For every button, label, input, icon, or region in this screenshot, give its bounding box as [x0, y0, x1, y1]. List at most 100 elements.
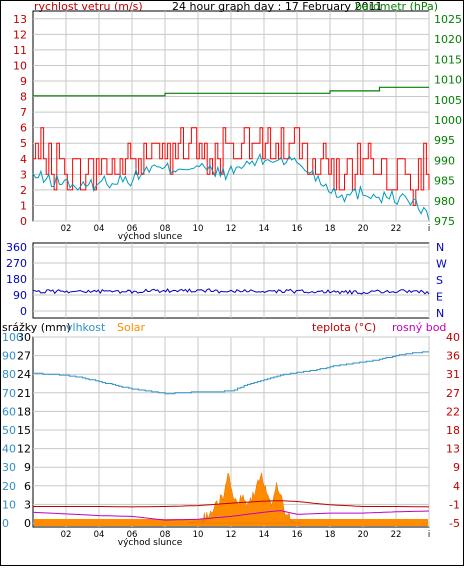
climate-x-tick-label: 12	[226, 530, 237, 540]
pressure-line	[33, 86, 429, 97]
barometer-tick-label: 1025	[434, 13, 462, 26]
direction-grid	[33, 243, 430, 318]
climate-x-tick-label: 16	[292, 530, 303, 540]
wind-axis-label: rychlost vetru (m/s)	[34, 0, 143, 13]
humidity-tick-label: 90	[2, 350, 16, 363]
barometer-tick-label: 1015	[434, 53, 462, 66]
climate-x-tick-label: 20	[358, 530, 369, 540]
temperature-tick-label: 22	[446, 405, 460, 418]
climate-x-ticks: 02 04 06 08 10 12 14 16 18 20 22 i	[61, 530, 431, 540]
direction-tick-label: 180	[6, 273, 27, 286]
humidity-tick-label: 80	[2, 368, 16, 381]
humidity-tick-label: 20	[2, 480, 16, 493]
barometer-tick-label: 1010	[434, 74, 462, 87]
wind-tick-label: 6	[20, 122, 27, 135]
wind-speed-line	[33, 127, 430, 206]
climate-x-tick-label: i	[428, 530, 430, 540]
solar-axis-label: Solar	[117, 321, 146, 334]
temperature-tick-label: 40	[446, 331, 460, 344]
temperature-line	[33, 500, 430, 508]
wind-tick-label: 7	[20, 106, 27, 119]
compass-label: N	[436, 307, 444, 320]
wind-tick-label: 11	[13, 44, 27, 57]
wind-x-tick-label: 06	[127, 224, 138, 234]
rain-tick-label: 21	[17, 387, 31, 400]
wind-x-tick-label: 08	[160, 224, 171, 234]
humidity-tick-label: 70	[2, 387, 16, 400]
barometer-tick-label: 995	[434, 134, 455, 147]
barometer-tick-label: 990	[434, 154, 455, 167]
wind-x-tick-label: 14	[259, 224, 270, 234]
wind-x-tick-label: 02	[61, 224, 72, 234]
compass-label: W	[436, 258, 447, 271]
sunrise-label-bottom: východ slunce	[118, 538, 183, 548]
temperature-tick-label: -1	[449, 498, 460, 511]
rain-y-ticks: 0 3 6 9 12 15 18 21 24 27 30	[17, 331, 31, 530]
wind-tick-label: 1	[20, 199, 27, 212]
humidity-tick-label: 0	[2, 517, 9, 530]
rain-tick-label: 0	[24, 517, 31, 530]
rain-tick-label: 6	[24, 480, 31, 493]
humidity-tick-label: 30	[2, 461, 16, 474]
rain-tick-label: 3	[24, 498, 31, 511]
wind-tick-label: 0	[20, 215, 27, 228]
wind-tick-label: 4	[20, 153, 27, 166]
climate-x-tick-label: 22	[391, 530, 402, 540]
barometer-tick-label: 1000	[434, 114, 462, 127]
wind-tick-label: 13	[13, 13, 27, 26]
rain-tick-label: 9	[24, 461, 31, 474]
rain-tick-label: 24	[17, 368, 31, 381]
direction-tick-label: 360	[6, 241, 27, 254]
wind-x-tick-label: 22	[391, 224, 402, 234]
wind-x-tick-label: 12	[226, 224, 237, 234]
climate-x-tick-label: 08	[160, 530, 171, 540]
wind-tick-label: 8	[20, 91, 27, 104]
rain-tick-label: 12	[17, 443, 31, 456]
direction-tick-label: 0	[20, 305, 27, 318]
compass-label: S	[436, 274, 443, 287]
wind-direction-line	[32, 288, 430, 295]
temperature-tick-label: 31	[446, 368, 460, 381]
humidity-tick-label: 40	[2, 443, 16, 456]
humidity-axis-label: vlhkost	[66, 321, 106, 334]
gust-line	[32, 152, 430, 221]
wind-x-tick-label: 20	[358, 224, 369, 234]
barometer-axis-label: barometr (hPa)	[355, 0, 438, 13]
direction-tick-label: 270	[6, 257, 27, 270]
humidity-tick-label: 60	[2, 405, 16, 418]
wind-x-tick-label: 04	[94, 224, 105, 234]
humidity-tick-label: 50	[2, 424, 16, 437]
temperature-tick-label: -5	[449, 517, 460, 530]
temperature-tick-label: 36	[446, 350, 460, 363]
humidity-tick-label: 100	[2, 331, 23, 344]
wind-x-ticks: 02 04 06 08 10 12 14 16 18 20 22 i	[61, 224, 431, 234]
temperature-tick-label: 4	[453, 480, 460, 493]
temperature-tick-label: 9	[453, 461, 460, 474]
temperature-axis-label: teplota (°C)	[312, 321, 376, 334]
rain-tick-label: 18	[17, 405, 31, 418]
climate-x-tick-label: 10	[193, 530, 204, 540]
barometer-y-ticks: 975 980 985 990 995 1000 1005 1010 1015 1020 1025	[434, 13, 462, 228]
humidity-tick-label: 10	[2, 498, 16, 511]
dewpoint-axis-label: rosný bod	[392, 321, 446, 334]
temperature-tick-label: 13	[446, 443, 460, 456]
humidity-y-ticks: 0 10 20 30 40 50 60 70 80 90 100	[2, 331, 23, 530]
wind-tick-label: 3	[20, 168, 27, 181]
barometer-tick-label: 980	[434, 195, 455, 208]
chart-title: 24 hour graph day : 17 February 2011	[172, 0, 383, 13]
wind-x-tick-label: 10	[193, 224, 204, 234]
barometer-tick-label: 1005	[434, 94, 462, 107]
direction-tick-label: 90	[13, 289, 27, 302]
rain-axis-label: srážky (mm)	[2, 321, 71, 334]
temperature-tick-label: 27	[446, 387, 460, 400]
climate-x-tick-label: 02	[61, 530, 72, 540]
temperature-y-ticks: -5 -1 4 9 13 18 22 27 31 36 40	[446, 331, 460, 530]
wind-tick-label: 9	[20, 75, 27, 88]
compass-label: E	[436, 291, 443, 304]
climate-x-tick-label: 14	[259, 530, 270, 540]
